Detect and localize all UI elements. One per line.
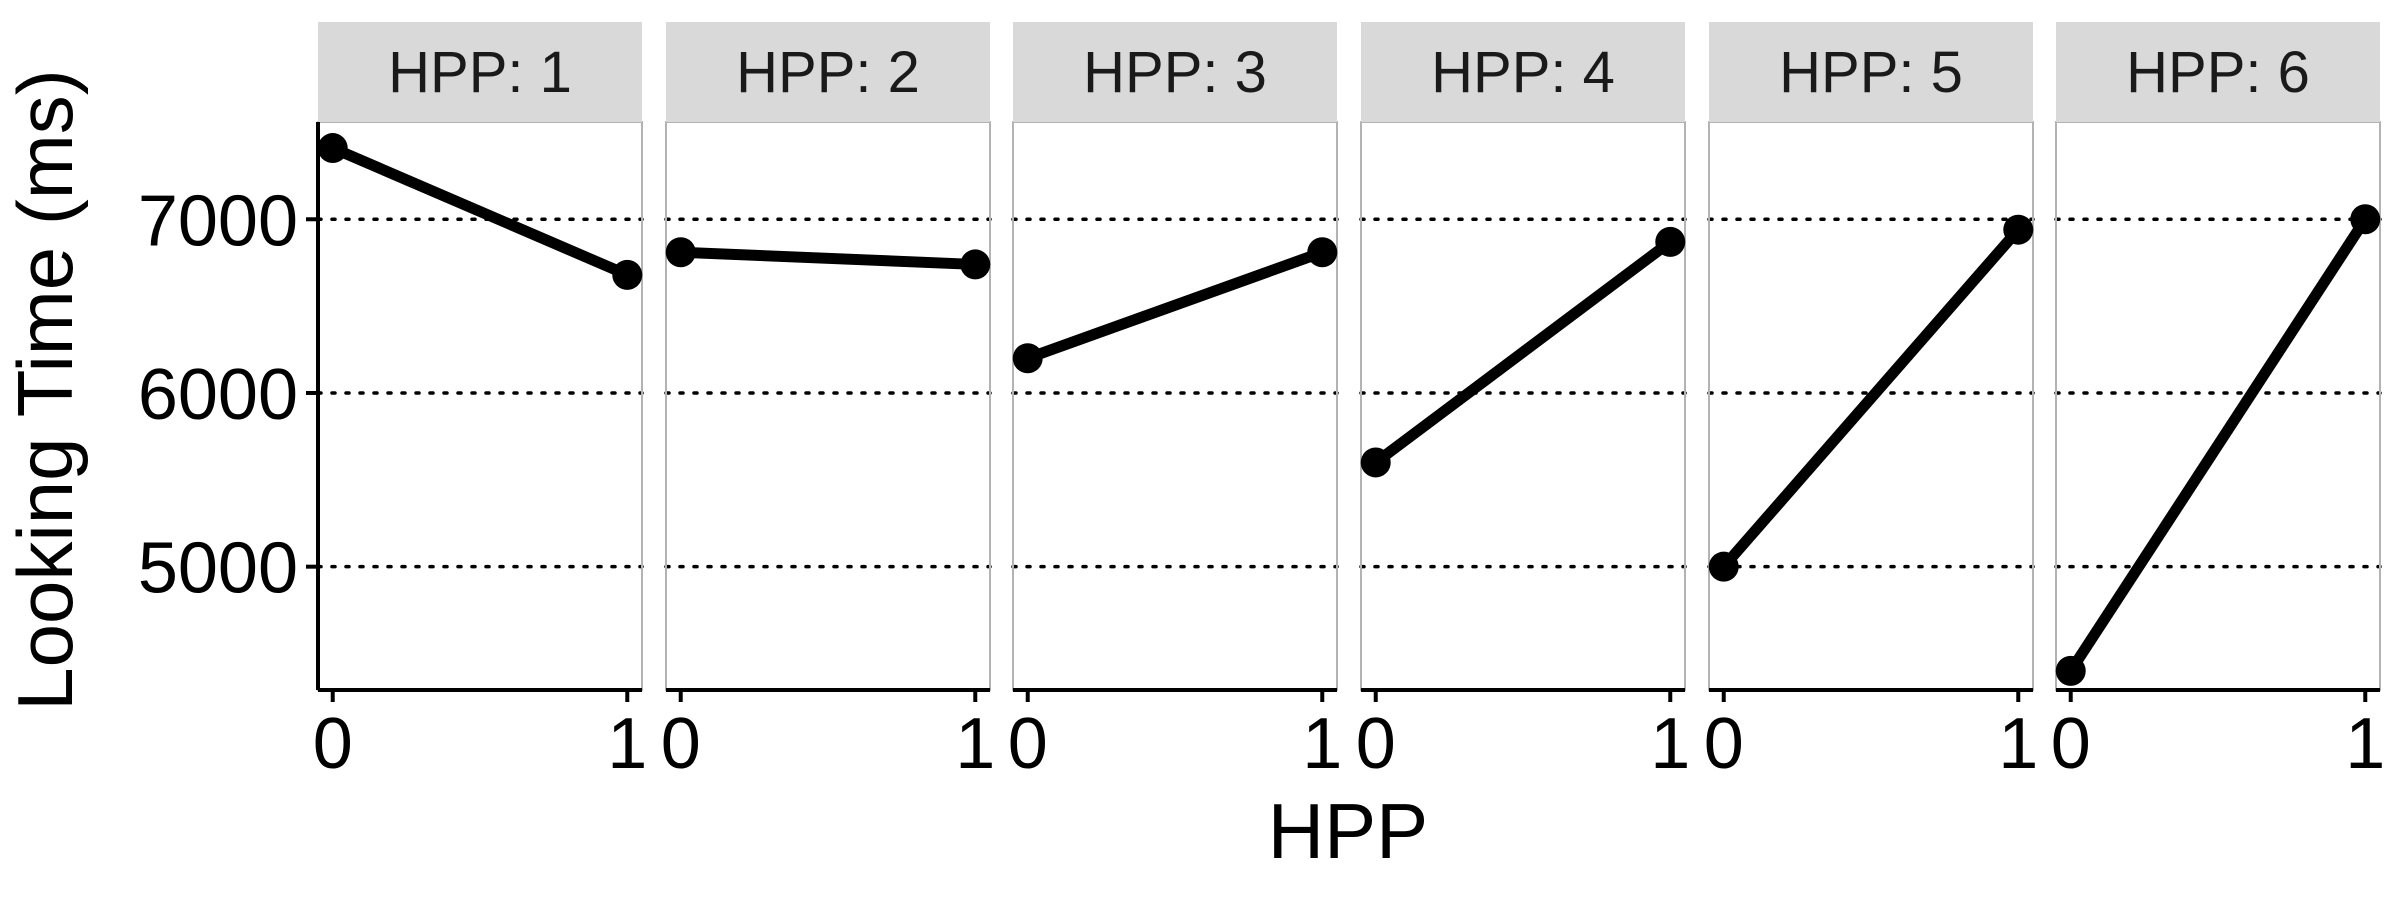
facet-strip: [1013, 22, 1337, 122]
facet-panel: HPP: 1 0 1: [313, 22, 647, 784]
panel-background: [1361, 122, 1685, 690]
y-tick-label: 6000: [138, 355, 298, 435]
facet-strip-label: HPP: 5: [1779, 40, 1963, 105]
x-tick-label: 0: [661, 704, 701, 784]
x-tick-label: 0: [1356, 704, 1396, 784]
data-point: [2003, 214, 2034, 245]
facet-panel: HPP: 2 0 1: [661, 22, 995, 784]
data-point: [1708, 551, 1739, 582]
x-axis-title: HPP: [1268, 787, 1428, 875]
x-tick-label: 0: [2051, 704, 2091, 784]
data-point: [1307, 237, 1338, 268]
x-tick-label: 1: [1650, 704, 1690, 784]
facet-strip: [318, 22, 642, 122]
x-tick-label: 0: [1704, 704, 1744, 784]
x-tick-label: 1: [955, 704, 995, 784]
x-tick-label: 0: [1008, 704, 1048, 784]
series-line: [1022, 246, 1328, 364]
series-line: [1718, 224, 2024, 573]
data-point: [960, 249, 991, 280]
facet-panel: HPP: 3 0 1: [1008, 22, 1342, 784]
facet-strip: [666, 22, 990, 122]
facet-strip-label: HPP: 6: [2126, 40, 2310, 105]
data-point: [612, 259, 643, 290]
data-point: [1655, 226, 1686, 257]
x-tick-label: 1: [1302, 704, 1342, 784]
series-line: [2065, 213, 2371, 677]
data-point: [2055, 655, 2086, 686]
x-tick-label: 0: [313, 704, 353, 784]
x-tick-label: 1: [607, 704, 647, 784]
facet-strip: [1361, 22, 1685, 122]
facet-strip-label: HPP: 1: [388, 40, 572, 105]
data-point: [665, 237, 696, 268]
panel-background: [1013, 122, 1337, 690]
data-point: [2350, 204, 2381, 235]
facet-strip: [2056, 22, 2380, 122]
y-axis-title: Looking Time (ms): [1, 69, 89, 711]
facet-panel: HPP: 5 0 1: [1704, 22, 2038, 784]
y-tick-label: 5000: [138, 529, 298, 609]
y-tick-label: 7000: [138, 181, 298, 261]
series-line: [675, 246, 981, 270]
panel-background: [2056, 122, 2380, 690]
y-axis: 5000 6000 7000: [138, 122, 320, 690]
data-point: [1012, 343, 1043, 374]
facet-strip-label: HPP: 3: [1083, 40, 1267, 105]
x-tick-label: 1: [2345, 704, 2385, 784]
facet-panel: HPP: 4 0 1: [1356, 22, 1690, 784]
series-line: [1370, 236, 1676, 468]
facet-strip: [1709, 22, 2033, 122]
data-point: [317, 133, 348, 164]
series-line: [327, 142, 633, 281]
facet-panel: HPP: 6 0 1: [2051, 22, 2385, 784]
facet-strip-label: HPP: 2: [736, 40, 920, 105]
x-tick-label: 1: [1998, 704, 2038, 784]
panel-background: [666, 122, 990, 690]
facet-strip-label: HPP: 4: [1431, 40, 1615, 105]
data-point: [1360, 447, 1391, 478]
